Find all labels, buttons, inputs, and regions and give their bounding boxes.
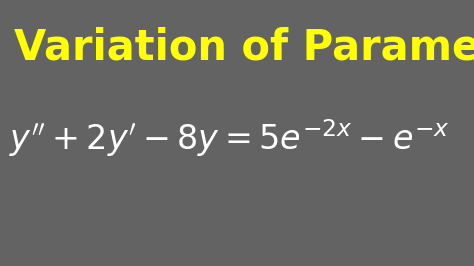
Text: $y'' + 2y' - 8y = 5e^{-2x} - e^{-x}$: $y'' + 2y' - 8y = 5e^{-2x} - e^{-x}$ <box>9 117 450 159</box>
Text: Variation of Parameters: Variation of Parameters <box>14 27 474 69</box>
